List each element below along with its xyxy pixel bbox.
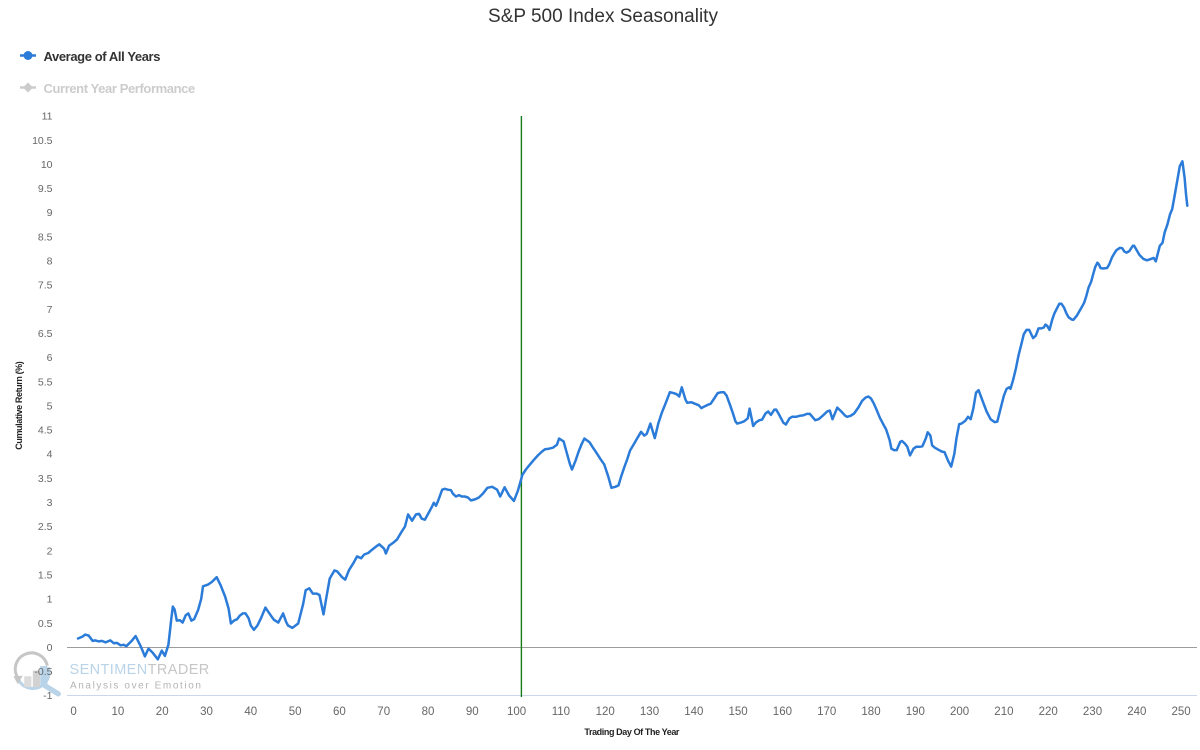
svg-text:160: 160 <box>773 706 792 718</box>
svg-text:6.5: 6.5 <box>38 328 53 340</box>
svg-text:-0.5: -0.5 <box>34 666 52 678</box>
svg-text:2: 2 <box>47 545 53 557</box>
svg-text:210: 210 <box>994 706 1013 718</box>
svg-text:0.5: 0.5 <box>38 618 53 630</box>
svg-text:7.5: 7.5 <box>38 280 53 292</box>
svg-text:Current Year Performance: Current Year Performance <box>44 81 195 96</box>
svg-text:220: 220 <box>1039 706 1058 718</box>
svg-text:180: 180 <box>861 706 880 718</box>
svg-text:2.5: 2.5 <box>38 521 53 533</box>
svg-text:80: 80 <box>422 706 435 718</box>
svg-text:0: 0 <box>47 642 53 654</box>
svg-text:8: 8 <box>47 256 53 268</box>
svg-text:Analysis over Emotion: Analysis over Emotion <box>70 681 203 692</box>
svg-text:5: 5 <box>47 400 53 412</box>
svg-text:11: 11 <box>42 111 53 123</box>
svg-text:50: 50 <box>289 706 302 718</box>
svg-text:100: 100 <box>507 706 526 718</box>
svg-text:8.5: 8.5 <box>38 231 53 243</box>
svg-text:Cumulative Return (%): Cumulative Return (%) <box>14 361 24 450</box>
svg-text:9: 9 <box>47 207 53 219</box>
svg-text:110: 110 <box>552 706 570 718</box>
svg-text:30: 30 <box>200 706 213 718</box>
svg-text:250: 250 <box>1172 706 1191 718</box>
svg-text:4: 4 <box>47 449 53 461</box>
svg-text:10: 10 <box>41 159 53 171</box>
svg-text:0: 0 <box>70 706 76 718</box>
svg-text:150: 150 <box>729 706 748 718</box>
svg-text:230: 230 <box>1083 706 1102 718</box>
svg-text:130: 130 <box>640 706 659 718</box>
svg-text:70: 70 <box>377 706 390 718</box>
svg-text:170: 170 <box>817 706 836 718</box>
svg-text:1: 1 <box>47 594 53 606</box>
svg-text:4.5: 4.5 <box>38 425 53 437</box>
svg-text:10: 10 <box>112 706 125 718</box>
svg-text:10.5: 10.5 <box>32 135 53 147</box>
svg-text:3: 3 <box>47 497 53 509</box>
svg-text:200: 200 <box>950 706 969 718</box>
svg-text:90: 90 <box>466 706 479 718</box>
svg-text:40: 40 <box>244 706 257 718</box>
svg-text:9.5: 9.5 <box>38 183 53 195</box>
svg-text:240: 240 <box>1127 706 1146 718</box>
svg-text:S&P 500 Index Seasonality: S&P 500 Index Seasonality <box>488 6 718 27</box>
svg-text:Average of All Years: Average of All Years <box>44 49 161 64</box>
svg-text:120: 120 <box>596 706 615 718</box>
svg-text:190: 190 <box>906 706 925 718</box>
svg-text:60: 60 <box>333 706 346 718</box>
svg-text:140: 140 <box>684 706 703 718</box>
svg-text:-1: -1 <box>43 690 52 702</box>
svg-text:1.5: 1.5 <box>38 570 53 582</box>
svg-text:20: 20 <box>156 706 169 718</box>
svg-text:SENTIMENTRADER: SENTIMENTRADER <box>70 662 210 678</box>
svg-text:6: 6 <box>47 352 53 364</box>
svg-text:3.5: 3.5 <box>38 473 53 485</box>
svg-text:7: 7 <box>47 304 53 316</box>
svg-text:5.5: 5.5 <box>38 376 53 388</box>
svg-text:Trading Day Of The Year: Trading Day Of The Year <box>584 727 680 737</box>
